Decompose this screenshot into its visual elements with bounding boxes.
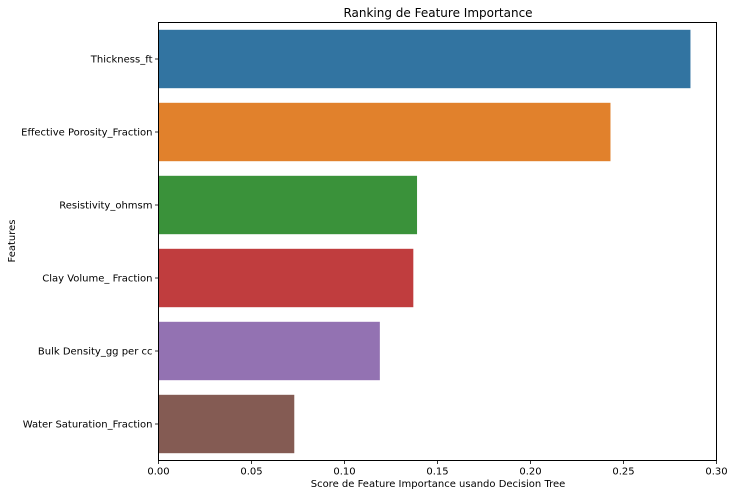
y-tick-label: Clay Volume_ Fraction bbox=[42, 274, 152, 285]
chart-title: Ranking de Feature Importance bbox=[343, 6, 532, 20]
x-tick-label: 0.15 bbox=[426, 467, 448, 478]
x-axis-label: Score de Feature Importance usando Decis… bbox=[311, 479, 566, 490]
y-tick-label: Thickness_ft bbox=[90, 55, 153, 66]
y-tick-label: Resistivity_ohmsm bbox=[59, 201, 152, 212]
y-tick-label: Water Saturation_Fraction bbox=[23, 420, 153, 431]
x-tick-label: 0.20 bbox=[519, 467, 541, 478]
x-tick-label: 0.25 bbox=[612, 467, 634, 478]
y-tick-label: Bulk Density_gg per cc bbox=[38, 347, 153, 358]
y-tick-label: Effective Porosity_Fraction bbox=[21, 128, 152, 139]
x-tick-label: 0.10 bbox=[333, 467, 355, 478]
bar bbox=[159, 322, 380, 380]
y-axis-ticks: Thickness_ft Effective Porosity_Fraction R… bbox=[21, 55, 158, 431]
bar bbox=[159, 249, 414, 307]
y-axis-label: Features bbox=[7, 220, 18, 263]
plot-area bbox=[159, 30, 691, 453]
x-axis-ticks: 0.00 0.05 0.10 0.15 0.20 0.25 0.30 bbox=[147, 461, 727, 478]
x-tick-label: 0.00 bbox=[147, 467, 169, 478]
x-tick-label: 0.30 bbox=[705, 467, 727, 478]
bar bbox=[159, 103, 611, 161]
bar bbox=[159, 30, 691, 88]
x-tick-label: 0.05 bbox=[240, 467, 262, 478]
bar bbox=[159, 395, 295, 453]
bar bbox=[159, 176, 418, 234]
